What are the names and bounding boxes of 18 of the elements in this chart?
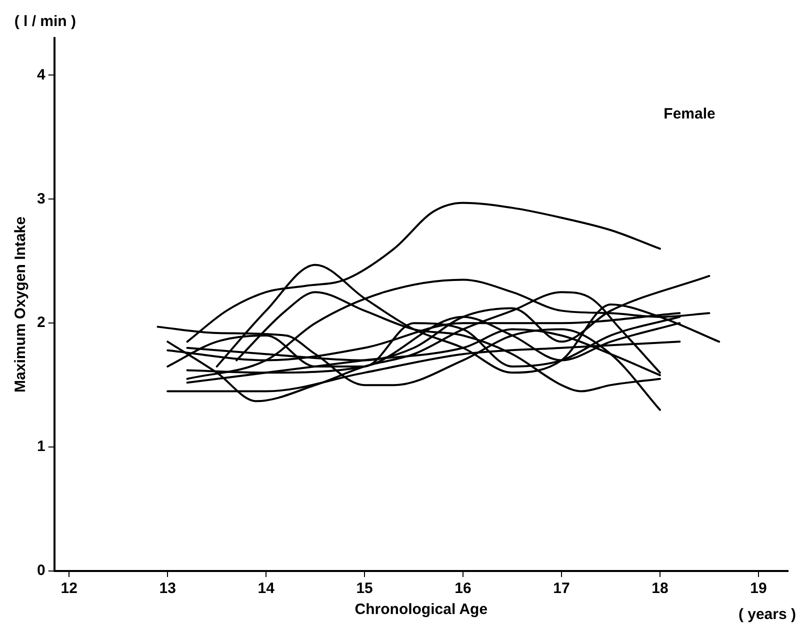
text: ( l / min ) xyxy=(14,13,76,30)
x-tick-label: 15 xyxy=(356,580,373,598)
y-tick-label: 2 xyxy=(37,314,46,332)
x-tick-label: 14 xyxy=(258,580,276,598)
text: ( years ) xyxy=(738,606,796,623)
y-tick-label: 0 xyxy=(37,562,46,580)
y-tick-label: 3 xyxy=(37,190,46,208)
y-tick-label: 4 xyxy=(37,66,46,84)
x-tick-label: 12 xyxy=(60,580,78,598)
x-tick-label: 13 xyxy=(159,580,176,598)
x-tick-label: 17 xyxy=(553,580,570,598)
x-tick-label: 19 xyxy=(750,580,767,598)
x-tick-label: 16 xyxy=(454,580,472,598)
annotation: Female xyxy=(664,106,716,123)
x-axis-title: Chronological Age xyxy=(354,601,488,618)
x-tick-label: 18 xyxy=(652,580,668,598)
y-tick-label: 1 xyxy=(37,438,46,456)
y-axis-title: Maximum Oxygen Intake xyxy=(12,216,30,392)
